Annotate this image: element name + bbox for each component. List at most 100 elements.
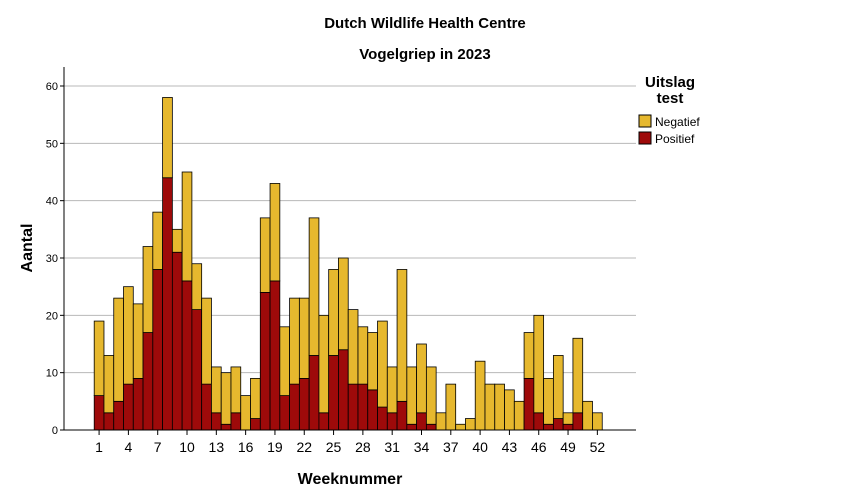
- bar-negatief-week-20: [279, 326, 290, 396]
- bar-positief-week-14: [220, 423, 232, 431]
- bar-positief-week-31: [386, 412, 398, 431]
- bar-negatief-week-28: [357, 326, 369, 385]
- bar-negatief-week-8: [162, 97, 173, 179]
- bar-negatief-week-29: [367, 332, 378, 391]
- bar-negatief-week-44: [513, 400, 525, 431]
- bar-negatief-week-18: [259, 217, 271, 293]
- bar-positief-week-8: [162, 177, 173, 431]
- bar-negatief-week-51: [582, 400, 593, 431]
- bar-positief-week-7: [152, 269, 163, 431]
- bar-negatief-week-39: [465, 418, 476, 431]
- bar-negatief-week-31: [386, 366, 398, 414]
- bar-negatief-week-43: [504, 389, 515, 431]
- x-tick-label-34: 34: [414, 439, 430, 455]
- x-tick-label-52: 52: [590, 439, 606, 455]
- x-tick-label-49: 49: [560, 439, 576, 455]
- bar-negatief-week-23: [308, 217, 320, 356]
- bar-negatief-week-36: [435, 412, 447, 431]
- legend-title-line-2: test: [657, 90, 684, 107]
- x-tick-label-22: 22: [296, 439, 312, 455]
- bar-negatief-week-17: [250, 377, 261, 419]
- bar-negatief-week-15: [230, 366, 242, 414]
- bar-negatief-week-26: [338, 257, 349, 351]
- bar-negatief-week-25: [328, 269, 339, 356]
- bar-negatief-week-50: [572, 337, 584, 414]
- bar-positief-week-29: [367, 389, 378, 431]
- bar-negatief-week-1: [93, 320, 105, 397]
- bar-positief-week-35: [425, 423, 437, 431]
- bar-negatief-week-52: [592, 412, 603, 431]
- bar-negatief-week-14: [220, 372, 232, 425]
- bar-positief-week-50: [572, 412, 584, 431]
- x-axis-ticks: 1 4 7 10 13 16 19 22 25 28 31 34 37 40 43 46 49 52: [95, 430, 605, 455]
- bar-positief-week-26: [338, 349, 349, 431]
- bar-positief-week-48: [552, 418, 564, 431]
- bar-positief-week-15: [230, 412, 242, 431]
- x-tick-label-46: 46: [531, 439, 547, 455]
- bar-positief-week-3: [113, 400, 124, 431]
- bar-negatief-week-30: [377, 320, 388, 408]
- bar-positief-week-4: [123, 383, 134, 431]
- x-tick-label-40: 40: [472, 439, 488, 455]
- bar-negatief-week-24: [318, 314, 330, 414]
- x-tick-label-43: 43: [502, 439, 518, 455]
- x-tick-label-1: 1: [95, 439, 103, 455]
- bar-negatief-week-3: [113, 297, 124, 402]
- bar-negatief-week-37: [445, 383, 457, 431]
- bar-positief-week-21: [289, 383, 300, 431]
- bar-positief-week-25: [328, 355, 339, 431]
- x-tick-label-7: 7: [154, 439, 162, 455]
- chart-subtitle: Vogelgriep in 2023: [359, 46, 490, 63]
- bar-positief-week-23: [308, 355, 320, 431]
- bar-negatief-week-45: [523, 332, 535, 379]
- y-tick-label-30: 30: [46, 253, 58, 265]
- bar-negatief-week-10: [181, 171, 193, 282]
- bars: [93, 97, 603, 431]
- bar-positief-week-49: [562, 423, 574, 431]
- legend-label-negatief: Negatief: [655, 115, 700, 129]
- bar-negatief-week-13: [211, 366, 222, 414]
- bar-positief-week-28: [357, 383, 369, 431]
- bar-positief-week-45: [523, 377, 535, 431]
- bar-negatief-week-40: [474, 360, 486, 431]
- y-tick-label-60: 60: [46, 81, 58, 93]
- bar-positief-week-24: [318, 412, 330, 431]
- bar-negatief-week-27: [347, 309, 359, 385]
- bar-positief-week-34: [416, 412, 427, 431]
- bar-positief-week-32: [396, 400, 408, 431]
- bar-positief-week-27: [347, 383, 359, 431]
- x-tick-label-10: 10: [179, 439, 195, 455]
- y-tick-label-50: 50: [46, 138, 58, 150]
- bar-negatief-week-33: [406, 366, 418, 425]
- bar-positief-week-33: [406, 423, 418, 431]
- x-tick-label-13: 13: [209, 439, 225, 455]
- y-tick-label-40: 40: [46, 196, 58, 208]
- bar-positief-week-18: [259, 291, 271, 431]
- bar-negatief-week-42: [494, 383, 505, 431]
- bar-positief-week-2: [103, 412, 115, 431]
- bar-negatief-week-48: [552, 355, 564, 419]
- x-tick-label-16: 16: [238, 439, 254, 455]
- y-axis-label: Aantal: [19, 224, 36, 273]
- bar-negatief-week-41: [484, 383, 496, 431]
- bar-positief-week-11: [191, 309, 203, 431]
- x-tick-label-25: 25: [326, 439, 342, 455]
- bar-negatief-week-2: [103, 355, 115, 414]
- bar-positief-week-10: [181, 280, 193, 431]
- legend-title-line-1: Uitslag: [645, 74, 695, 91]
- bar-positief-week-13: [211, 412, 222, 431]
- bar-negatief-week-16: [240, 395, 251, 431]
- x-tick-label-31: 31: [384, 439, 400, 455]
- y-axis-ticks: 0 10 20 30 40 50 60: [46, 81, 64, 437]
- legend-swatch-negatief: [638, 114, 652, 128]
- bar-negatief-week-12: [201, 297, 212, 385]
- x-tick-label-19: 19: [267, 439, 283, 455]
- bar-negatief-week-46: [533, 314, 545, 414]
- y-tick-label-10: 10: [46, 368, 58, 380]
- bar-negatief-week-5: [132, 303, 144, 379]
- legend-swatch-positief: [638, 131, 652, 145]
- x-axis-label: Weeknummer: [298, 471, 403, 488]
- bar-negatief-week-11: [191, 263, 203, 311]
- bar-negatief-week-9: [171, 228, 183, 253]
- bar-negatief-week-38: [455, 423, 466, 431]
